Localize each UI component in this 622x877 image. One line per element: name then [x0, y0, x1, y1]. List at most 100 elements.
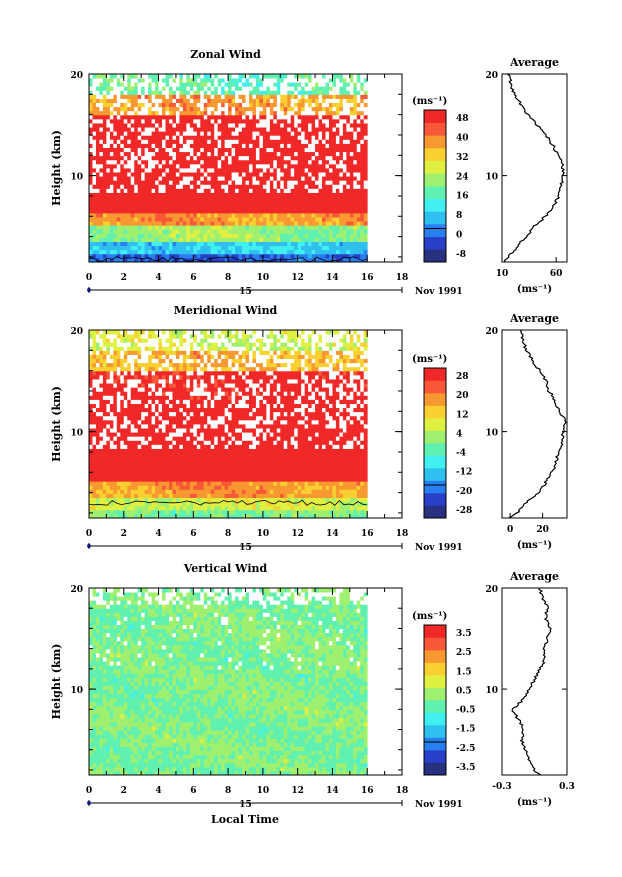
heatmap-cell [117, 160, 121, 164]
heatmap-cell [106, 242, 110, 246]
heatmap-cell [280, 188, 284, 192]
heatmap-cell [127, 481, 131, 485]
heatmap-cell [315, 94, 319, 98]
heatmap-cell [232, 461, 236, 465]
heatmap-cell [190, 172, 194, 176]
heatmap-cell [259, 489, 263, 493]
heatmap-cell [134, 461, 138, 465]
heatmap-cell [291, 209, 295, 213]
heatmap-cell [176, 82, 180, 86]
heatmap-cell [193, 237, 197, 241]
heatmap-cell [263, 94, 267, 98]
heatmap-cell [221, 111, 225, 115]
heatmap-cell [298, 107, 302, 111]
heatmap-cell [287, 457, 291, 461]
heatmap-cell [138, 225, 142, 229]
heatmap-cell [239, 180, 243, 184]
heatmap-cell [329, 457, 333, 461]
heatmap-cell [214, 489, 218, 493]
heatmap-cell [277, 205, 281, 209]
heatmap-cell [92, 184, 96, 188]
heatmap-cell [204, 107, 208, 111]
heatmap-cell [138, 94, 142, 98]
heatmap-cell [207, 82, 211, 86]
heatmap-cell [277, 135, 281, 139]
heatmap-cell [329, 250, 333, 254]
heatmap-cell [221, 229, 225, 233]
heatmap-cell [186, 237, 190, 241]
heatmap-cell [343, 111, 347, 115]
heatmap-cell [339, 99, 343, 103]
heatmap-cell [270, 485, 274, 489]
heatmap-cell [141, 74, 145, 78]
heatmap-cell [200, 74, 204, 78]
heatmap-cell [113, 94, 117, 98]
heatmap-cell [319, 164, 323, 168]
heatmap-cell [312, 221, 316, 225]
heatmap-cell [124, 74, 128, 78]
heatmap-cell [336, 143, 340, 147]
heatmap-cell [190, 139, 194, 143]
heatmap-cell [131, 156, 135, 160]
heatmap-cell [252, 237, 256, 241]
heatmap-cell [172, 217, 176, 221]
heatmap-cell [99, 188, 103, 192]
heatmap-cell [298, 193, 302, 197]
heatmap-cell [148, 217, 152, 221]
heatmap-cell [256, 143, 260, 147]
heatmap-cell [124, 82, 128, 86]
heatmap-cell [124, 506, 128, 510]
heatmap-cell [246, 473, 250, 477]
heatmap-cell [113, 82, 117, 86]
heatmap-cell [301, 176, 305, 180]
heatmap-cell [357, 498, 361, 502]
heatmap-cell [183, 148, 187, 152]
heatmap-cell [252, 86, 256, 90]
heatmap-cell [259, 111, 263, 115]
heatmap-cell [138, 164, 142, 168]
heatmap-cell [207, 469, 211, 473]
heatmap-cell [89, 180, 93, 184]
heatmap-cell [259, 148, 263, 152]
heatmap-cell [350, 184, 354, 188]
heatmap-cell [301, 143, 305, 147]
heatmap-cell [329, 209, 333, 213]
heatmap-cell [239, 127, 243, 131]
heatmap-cell [183, 461, 187, 465]
heatmap-cell [308, 213, 312, 217]
heatmap-cell [193, 99, 197, 103]
heatmap-cell [190, 201, 194, 205]
heatmap-cell [103, 193, 107, 197]
heatmap-cell [256, 489, 260, 493]
heatmap-cell [329, 164, 333, 168]
heatmap-cell [106, 139, 110, 143]
heatmap-cell [291, 469, 295, 473]
heatmap-cell [176, 465, 180, 469]
heatmap-cell [298, 457, 302, 461]
heatmap-cell [263, 225, 267, 229]
heatmap-cell [364, 229, 368, 233]
heatmap-cell [353, 107, 357, 111]
heatmap-cell [211, 74, 215, 78]
heatmap-cell [207, 148, 211, 152]
heatmap-cell [232, 148, 236, 152]
heatmap-cell [298, 90, 302, 94]
heatmap-cell [291, 184, 295, 188]
heatmap-cell [332, 107, 336, 111]
heatmap-cell [360, 250, 364, 254]
heatmap-cell [322, 197, 326, 201]
heatmap-cell [357, 188, 361, 192]
heatmap-cell [266, 493, 270, 497]
heatmap-cell [315, 473, 319, 477]
heatmap-cell [239, 510, 243, 514]
heatmap-cell [270, 148, 274, 152]
heatmap-cell [169, 493, 173, 497]
heatmap-cell [113, 205, 117, 209]
heatmap-cell [214, 246, 218, 250]
heatmap-cell [172, 213, 176, 217]
heatmap-cell [339, 135, 343, 139]
heatmap-cell [92, 86, 96, 90]
heatmap-cell [169, 99, 173, 103]
heatmap-cell [190, 123, 194, 127]
heatmap-cell [252, 201, 256, 205]
